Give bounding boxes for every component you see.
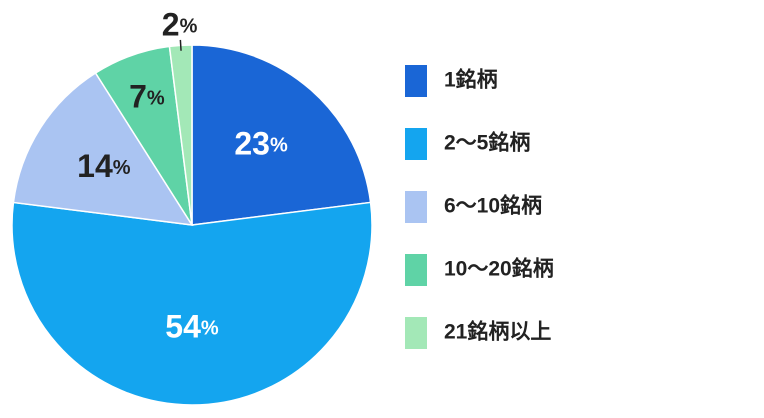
legend-swatch xyxy=(405,317,427,349)
legend-swatch xyxy=(405,65,427,97)
leader-line xyxy=(179,39,182,51)
pie-slice xyxy=(11,201,373,406)
legend-swatch xyxy=(405,254,427,286)
legend-label: 6〜10銘柄 xyxy=(444,194,542,218)
slice-label: 54% xyxy=(165,309,219,345)
legend-label: 10〜20銘柄 xyxy=(444,257,554,281)
pie-slice xyxy=(191,44,372,226)
slice-label: 2% xyxy=(162,7,198,43)
slice-label: 23% xyxy=(234,126,288,162)
slice-label: 14% xyxy=(77,149,131,185)
pie-slice xyxy=(12,71,194,226)
legend-swatch xyxy=(405,128,427,160)
legend-label: 21銘柄以上 xyxy=(444,320,551,344)
slice-label: 7% xyxy=(129,79,165,115)
legend-swatch xyxy=(405,191,427,223)
legend-label: 1銘柄 xyxy=(444,68,498,92)
legend-label: 2〜5銘柄 xyxy=(444,131,530,155)
